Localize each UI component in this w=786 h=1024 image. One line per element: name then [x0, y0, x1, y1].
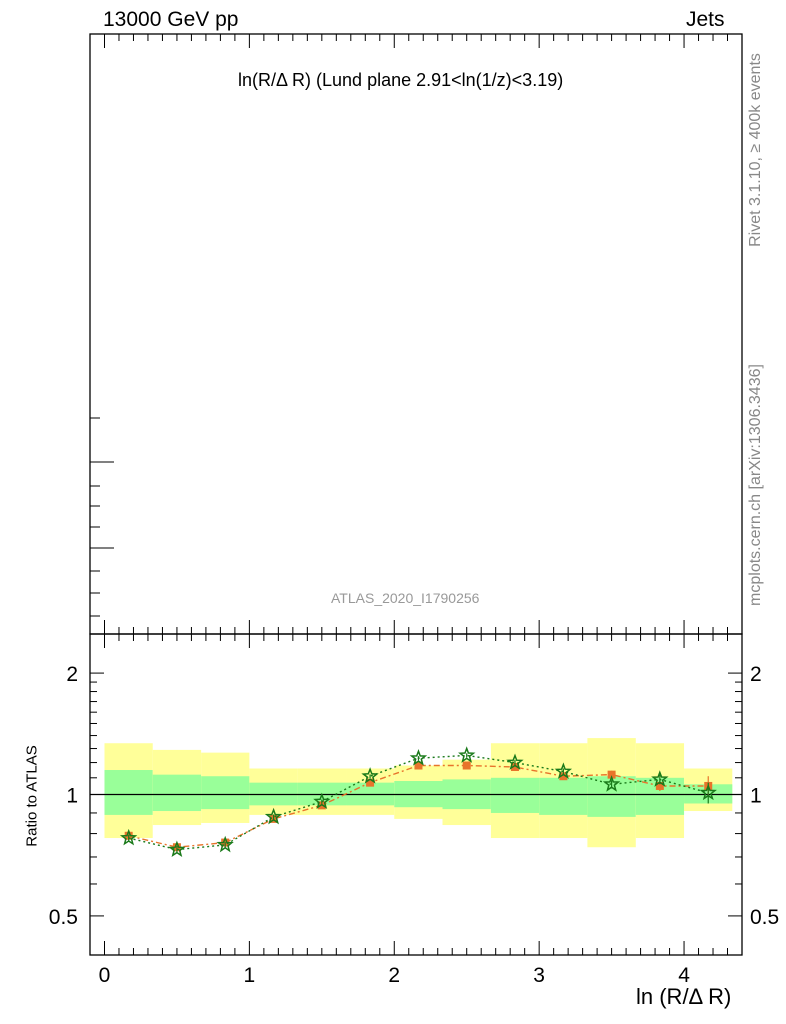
x-tick-label: 1: [244, 964, 256, 987]
inner-band-2: [201, 776, 250, 810]
x-tick-label: 2: [388, 964, 400, 987]
data-point-square: [607, 770, 616, 779]
x-axis-label: ln (R/Δ R): [636, 984, 732, 1009]
inner-band-9: [539, 777, 588, 815]
data-point-square: [655, 781, 664, 790]
y-tick-label-left: 2: [66, 663, 78, 686]
data-point-star: [361, 767, 379, 784]
data-point-star: [216, 835, 234, 853]
data-point-star: [602, 775, 621, 792]
data-point-star: [119, 828, 138, 846]
plot-title: ln(R/Δ R) (Lund plane 2.91<ln(1/z)<3.19): [238, 70, 564, 90]
data-point-star: [264, 807, 283, 825]
x-tick-label: 4: [678, 964, 690, 987]
axis-ticks: 0 1 2 3 4 0.5 0.5 1 1 2 2: [49, 34, 779, 987]
uncertainty-bands: [90, 738, 742, 848]
data-point-square: [462, 761, 471, 770]
main-panel-frame: [89, 33, 743, 635]
x-tick-label: 0: [99, 964, 111, 987]
energy-label: 13000 GeV pp: [103, 8, 239, 31]
y-tick-label-right: 1: [750, 785, 762, 808]
data-point-star: [168, 840, 186, 858]
data-point-star: [554, 762, 573, 779]
data-point-square: [559, 772, 568, 781]
inner-band-8: [490, 777, 540, 813]
data-point-star: [458, 746, 476, 763]
data-point-square: [414, 761, 423, 770]
data-point-star: [313, 792, 331, 810]
process-label: Jets: [686, 8, 725, 31]
y-tick-label-right: 2: [750, 663, 762, 686]
inner-band-0: [104, 770, 153, 815]
y-tick-label-right: 0.5: [750, 906, 779, 929]
ratio-series: [119, 746, 717, 858]
analysis-id: ATLAS_2020_I1790256: [331, 590, 480, 606]
data-point-star: [409, 749, 428, 766]
y-tick-label-left: 0.5: [49, 906, 78, 929]
data-point-star: [506, 753, 524, 770]
data-point-star: [699, 783, 717, 801]
data-point-square: [366, 778, 375, 787]
inner-band-1: [152, 774, 202, 812]
x-tick-label: 3: [533, 964, 545, 987]
y-tick-label-left: 1: [66, 785, 78, 808]
data-point-square: [510, 762, 519, 771]
data-point-star: [651, 770, 669, 787]
